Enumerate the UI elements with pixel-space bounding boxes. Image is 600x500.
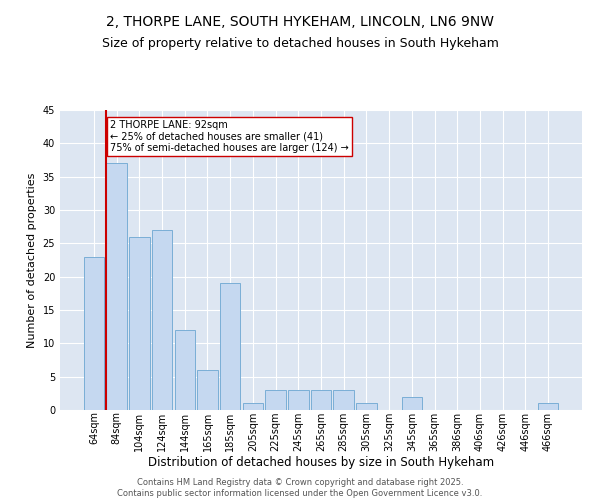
Bar [197, 370, 218, 410]
Text: 2 THORPE LANE: 92sqm
← 25% of detached houses are smaller (41)
75% of semi-detac: 2 THORPE LANE: 92sqm ← 25% of detached h… [110, 120, 349, 153]
X-axis label: Distribution of detached houses by size in South Hykeham: Distribution of detached houses by size … [148, 456, 494, 469]
Bar [175, 330, 195, 410]
Bar [538, 404, 558, 410]
Bar [106, 164, 127, 410]
Bar [220, 284, 241, 410]
Bar [152, 230, 172, 410]
Bar [401, 396, 422, 410]
Bar [265, 390, 286, 410]
Bar [334, 390, 354, 410]
Bar [288, 390, 308, 410]
Bar [129, 236, 149, 410]
Text: 2, THORPE LANE, SOUTH HYKEHAM, LINCOLN, LN6 9NW: 2, THORPE LANE, SOUTH HYKEHAM, LINCOLN, … [106, 15, 494, 29]
Bar [311, 390, 331, 410]
Bar [84, 256, 104, 410]
Text: Size of property relative to detached houses in South Hykeham: Size of property relative to detached ho… [101, 38, 499, 51]
Bar [242, 404, 263, 410]
Text: Contains HM Land Registry data © Crown copyright and database right 2025.
Contai: Contains HM Land Registry data © Crown c… [118, 478, 482, 498]
Bar [356, 404, 377, 410]
Y-axis label: Number of detached properties: Number of detached properties [27, 172, 37, 348]
